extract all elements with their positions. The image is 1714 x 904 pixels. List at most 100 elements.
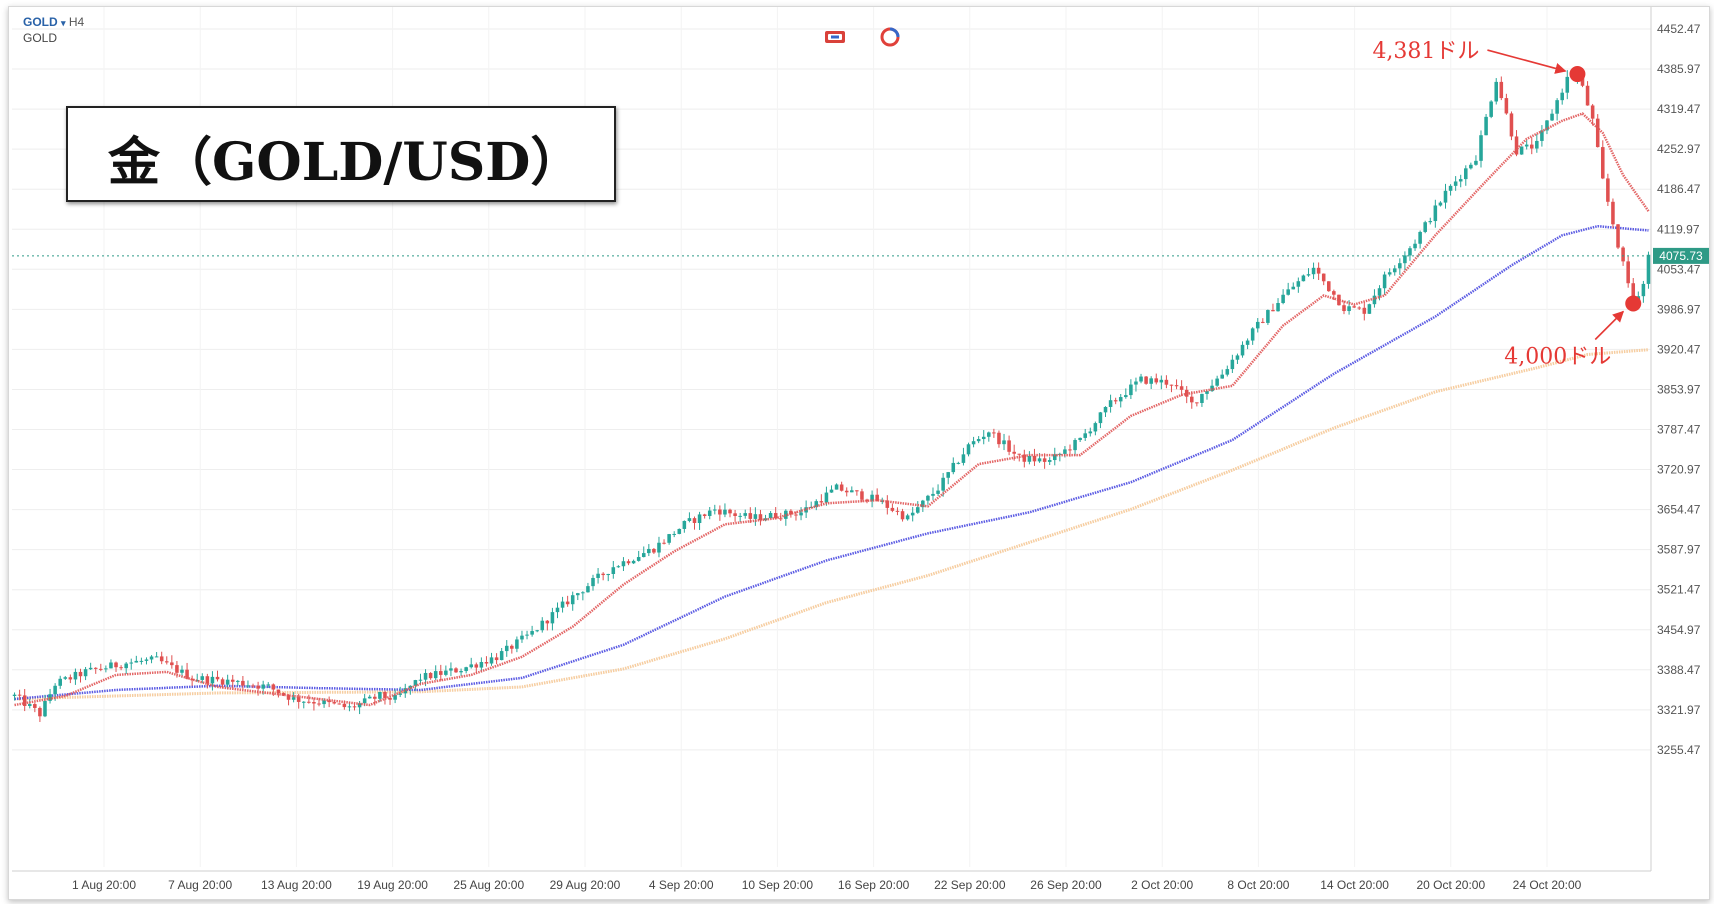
candle-body: [778, 518, 783, 520]
candle-body: [1367, 304, 1372, 314]
candle-body: [915, 507, 920, 513]
candle-body: [1387, 272, 1392, 275]
compare-icon[interactable]: [824, 27, 846, 47]
candle-body: [1382, 274, 1387, 289]
candle: [504, 640, 509, 657]
ma-long-line: [14, 348, 1649, 701]
timeframe-label[interactable]: H4: [68, 15, 85, 29]
candle-body: [885, 500, 890, 508]
y-tick-label: 3720.97: [1657, 463, 1701, 477]
candle-body: [266, 684, 271, 686]
candle: [1458, 174, 1463, 188]
candle-body: [499, 651, 504, 661]
candle-body: [1601, 147, 1605, 179]
candle: [1093, 421, 1098, 436]
candle-body: [728, 509, 732, 514]
candle: [159, 651, 164, 665]
candle: [753, 507, 758, 526]
candle-body: [1255, 321, 1260, 329]
candle-body: [210, 676, 215, 684]
candle-body: [1306, 274, 1311, 276]
candle: [692, 516, 697, 530]
candle-body: [910, 512, 915, 516]
symbol-name[interactable]: GOLD: [23, 15, 58, 29]
candle: [570, 591, 575, 611]
candle-body: [236, 680, 240, 682]
candle: [1469, 162, 1473, 170]
candle-body: [494, 657, 499, 661]
candle-body: [1245, 340, 1250, 345]
candle: [890, 503, 895, 513]
candle-body: [1103, 406, 1108, 413]
candle: [1250, 327, 1255, 345]
candle: [327, 696, 331, 708]
candle-body: [713, 509, 717, 511]
candle-body: [1464, 168, 1468, 180]
candle: [17, 689, 22, 701]
candle: [1342, 301, 1346, 315]
x-tick-label: 19 Aug 20:00: [357, 878, 428, 892]
candle: [1560, 88, 1564, 105]
candle-body: [570, 595, 575, 605]
candle-body: [611, 567, 616, 574]
candle: [1398, 258, 1402, 275]
candle-body: [139, 660, 144, 662]
candle: [1291, 282, 1296, 290]
candle-body: [1327, 281, 1331, 292]
candle: [149, 655, 154, 664]
candle-body: [652, 548, 656, 553]
candle: [611, 560, 616, 579]
candle: [565, 595, 570, 607]
candle: [586, 582, 590, 593]
candle: [510, 644, 514, 654]
candle-body: [672, 533, 676, 535]
candle: [236, 679, 240, 686]
candle: [713, 504, 717, 515]
candle: [1098, 411, 1103, 429]
candle: [758, 509, 763, 526]
candle-body: [1342, 305, 1346, 312]
candle: [931, 487, 935, 501]
candle: [1646, 251, 1651, 289]
candle: [241, 676, 245, 689]
candle-body: [1560, 92, 1564, 101]
indicator-icon[interactable]: [879, 27, 901, 47]
candle: [388, 691, 392, 705]
candle: [1408, 246, 1412, 261]
candle: [38, 706, 42, 722]
candle: [129, 658, 134, 670]
x-tick-label: 2 Oct 20:00: [1131, 878, 1193, 892]
candle-body: [1413, 243, 1417, 249]
candle-body: [144, 659, 149, 661]
candle: [251, 683, 255, 689]
candle-body: [687, 518, 692, 521]
chevron-down-icon[interactable]: ▾: [61, 18, 66, 28]
candle: [78, 668, 83, 683]
candle: [73, 668, 78, 685]
candle-body: [444, 670, 448, 675]
y-tick-label: 3853.97: [1657, 382, 1701, 396]
candle-body: [515, 639, 519, 649]
candle-body: [504, 645, 509, 652]
candle-body: [1616, 224, 1620, 248]
candle: [1555, 98, 1559, 121]
candle-body: [1220, 374, 1224, 379]
candle-body: [175, 665, 179, 673]
last-price-line-group: 4075.73: [12, 247, 1709, 264]
candle-body: [12, 694, 17, 696]
candle: [626, 559, 631, 566]
candle-body: [631, 560, 636, 564]
symbol-selector[interactable]: GOLD ▾ H4: [23, 15, 84, 29]
candle: [936, 484, 940, 496]
title-box: 金（GOLD/USD）: [66, 106, 616, 202]
candle-body: [1007, 440, 1011, 452]
candle-body: [987, 432, 991, 437]
candle: [378, 691, 382, 702]
candle: [799, 507, 803, 521]
price-chart[interactable]: 4075.73 4452.47 4385.97 4319.47 4252.97 4186…: [9, 7, 1709, 899]
candle: [1479, 130, 1483, 168]
candle-body: [1595, 118, 1600, 148]
candle-body: [22, 695, 27, 706]
x-tick-label: 29 Aug 20:00: [550, 878, 621, 892]
candle-body: [433, 671, 438, 679]
